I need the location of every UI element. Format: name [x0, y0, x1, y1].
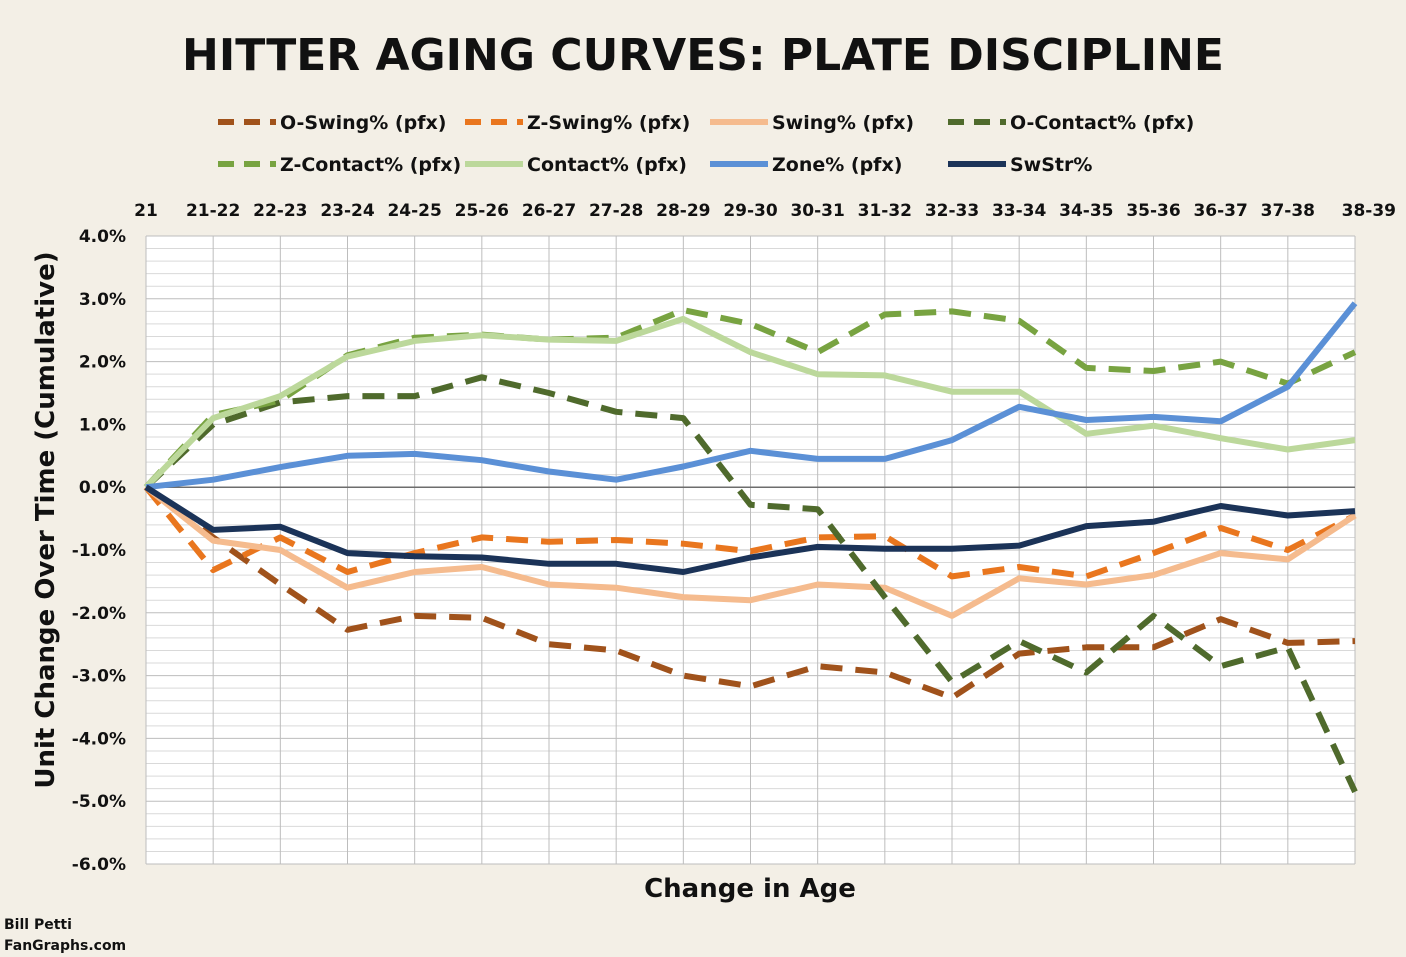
series-line	[144, 484, 1356, 575]
x-tick-label: 29-30	[723, 201, 778, 221]
x-tick-label: 38-39	[1342, 201, 1396, 221]
plot-area	[143, 235, 1358, 865]
legend-label: O-Swing% (pfx)	[280, 112, 446, 134]
x-tick-label: 32-33	[925, 201, 979, 221]
legend-label: Z-Swing% (pfx)	[527, 112, 690, 134]
y-tick-label: 0.0%	[79, 478, 126, 498]
legend-label: Zone% (pfx)	[772, 154, 902, 176]
series-lines	[143, 301, 1358, 794]
x-tick-label: 35-36	[1126, 201, 1180, 221]
x-tick-label: 34-35	[1059, 201, 1113, 221]
x-tick-label: 36-37	[1193, 201, 1247, 221]
series-line	[143, 374, 1358, 794]
x-tick-label: 37-38	[1261, 201, 1315, 221]
x-tick-label: 33-34	[992, 201, 1047, 221]
y-axis-title: Unit Change Over Time (Cumulative)	[31, 251, 61, 788]
x-tick-label: 31-32	[858, 201, 912, 221]
series-line	[145, 301, 1358, 491]
credit-site: FanGraphs.com	[4, 938, 126, 954]
legend-label: O-Contact% (pfx)	[1010, 112, 1194, 134]
legend: O-Swing% (pfx) Z-Swing% (pfx) Swing% (pfx)…	[218, 112, 1194, 176]
y-tick-label: 1.0%	[79, 415, 126, 435]
x-tick-label: 26-27	[522, 201, 576, 221]
legend-label: Z-Contact% (pfx)	[280, 154, 461, 176]
y-tick-label: -2.0%	[72, 604, 126, 624]
series-line	[144, 484, 1357, 619]
legend-label: SwStr%	[1010, 154, 1092, 176]
y-tick-label: 4.0%	[79, 227, 126, 247]
x-tick-label: 25-26	[455, 201, 509, 221]
y-tick-label: 3.0%	[79, 290, 126, 310]
x-tick-label: 27-28	[589, 201, 643, 221]
series-line	[143, 485, 1357, 580]
y-tick-label: -5.0%	[72, 792, 126, 812]
series-line	[144, 484, 1356, 701]
x-tick-label: 28-29	[656, 201, 710, 221]
chart-title: HITTER AGING CURVES: PLATE DISCIPLINE	[182, 30, 1224, 81]
y-tick-label: -3.0%	[72, 667, 126, 687]
x-tick-labels: 21 21-22 22-23 23-24 24-25 25-26 26-27 27-28 28-…	[134, 201, 1396, 221]
x-tick-label: 22-23	[253, 201, 307, 221]
x-tick-label: 24-25	[387, 201, 441, 221]
legend-label: Swing% (pfx)	[772, 112, 914, 134]
y-tick-labels: 4.0% 3.0% 2.0% 1.0% 0.0% -1.0% -2.0% -3.0% -4.0%…	[72, 227, 126, 875]
x-axis-title: Change in Age	[644, 874, 856, 904]
credit-author: Bill Petti	[4, 917, 72, 933]
y-tick-label: -4.0%	[72, 729, 126, 749]
y-tick-label: -6.0%	[72, 855, 126, 875]
y-tick-label: -1.0%	[72, 541, 126, 561]
series-line	[143, 315, 1356, 490]
y-tick-label: 2.0%	[79, 353, 126, 373]
x-tick-label: 21-22	[186, 201, 240, 221]
x-tick-label: 30-31	[790, 201, 844, 221]
x-tick-label: 21	[134, 201, 158, 221]
legend-label: Contact% (pfx)	[527, 154, 687, 176]
x-tick-label: 23-24	[320, 201, 375, 221]
